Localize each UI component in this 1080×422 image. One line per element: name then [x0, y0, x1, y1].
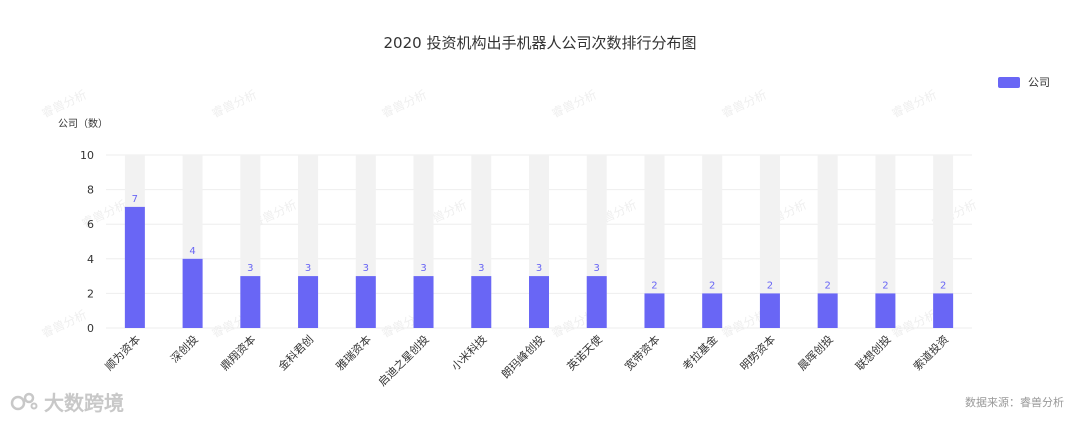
data-label: 3: [420, 263, 426, 274]
y-tick-label: 2: [87, 287, 94, 300]
data-label: 2: [767, 280, 773, 291]
bar: [240, 276, 261, 328]
brand-logo-icon: [10, 392, 38, 410]
bar: [933, 293, 954, 328]
x-tick-label: 索道投资: [910, 332, 951, 373]
data-label: 3: [478, 263, 484, 274]
data-label: 2: [651, 280, 657, 291]
data-label: 3: [305, 263, 311, 274]
x-tick-label: 晨晖创投: [795, 332, 836, 373]
data-label: 3: [594, 263, 600, 274]
data-source: 数据来源：睿兽分析: [965, 396, 1064, 409]
x-tick-label: 小米科技: [448, 332, 489, 373]
legend[interactable]: 公司: [998, 74, 1050, 90]
bar: [817, 293, 838, 328]
x-tick-label: 英诺天使: [564, 332, 605, 373]
x-tick-label: 宽带资本: [622, 332, 663, 373]
y-tick-label: 4: [87, 253, 94, 266]
x-tick-label: 考拉基金: [679, 332, 720, 373]
data-label: 4: [189, 246, 195, 257]
bar-background: [817, 155, 838, 328]
bar: [355, 276, 376, 328]
legend-swatch: [998, 76, 1020, 88]
brand-text: 大数跨境: [44, 391, 124, 415]
y-tick-label: 10: [80, 149, 94, 162]
y-tick-label: 0: [87, 322, 94, 335]
data-label: 3: [536, 263, 542, 274]
bar: [875, 293, 896, 328]
bar: [182, 258, 203, 328]
bar: [471, 276, 492, 328]
bar: [124, 206, 145, 328]
bar-background: [644, 155, 665, 328]
bar-background: [702, 155, 723, 328]
data-label: 2: [940, 280, 946, 291]
bar-background: [875, 155, 896, 328]
x-tick-label: 联想创投: [853, 332, 894, 373]
y-axis-label: 公司（数）: [58, 119, 108, 130]
bar: [413, 276, 434, 328]
x-tick-label: 启迪之星创投: [375, 332, 432, 389]
chart-title: 2020 投资机构出手机器人公司次数排行分布图: [383, 34, 697, 52]
data-label: 7: [132, 194, 138, 205]
data-label: 2: [709, 280, 715, 291]
y-tick-label: 6: [87, 218, 94, 231]
bar-background: [759, 155, 780, 328]
data-label: 2: [824, 280, 830, 291]
brand-watermark: 大数跨境: [10, 387, 124, 416]
bar-background: [933, 155, 954, 328]
bar: [586, 276, 607, 328]
bar: [529, 276, 549, 328]
x-tick-label: 明势资本: [737, 332, 778, 373]
y-tick-label: 8: [87, 184, 94, 197]
data-label: 3: [363, 263, 369, 274]
bar: [298, 276, 319, 328]
x-tick-label: 鼎翔资本: [217, 332, 258, 373]
bar: [759, 293, 780, 328]
bar: [702, 293, 723, 328]
x-tick-label: 金科君创: [275, 332, 316, 373]
data-label: 3: [247, 263, 253, 274]
bar: [644, 293, 665, 328]
x-tick-label: 朗玛峰创投: [498, 332, 547, 381]
x-tick-label: 深创投: [167, 332, 200, 365]
legend-label: 公司: [1028, 76, 1050, 89]
x-tick-label: 雅瑞资本: [333, 332, 374, 373]
x-tick-label: 顺为资本: [102, 332, 143, 373]
data-label: 2: [882, 280, 888, 291]
